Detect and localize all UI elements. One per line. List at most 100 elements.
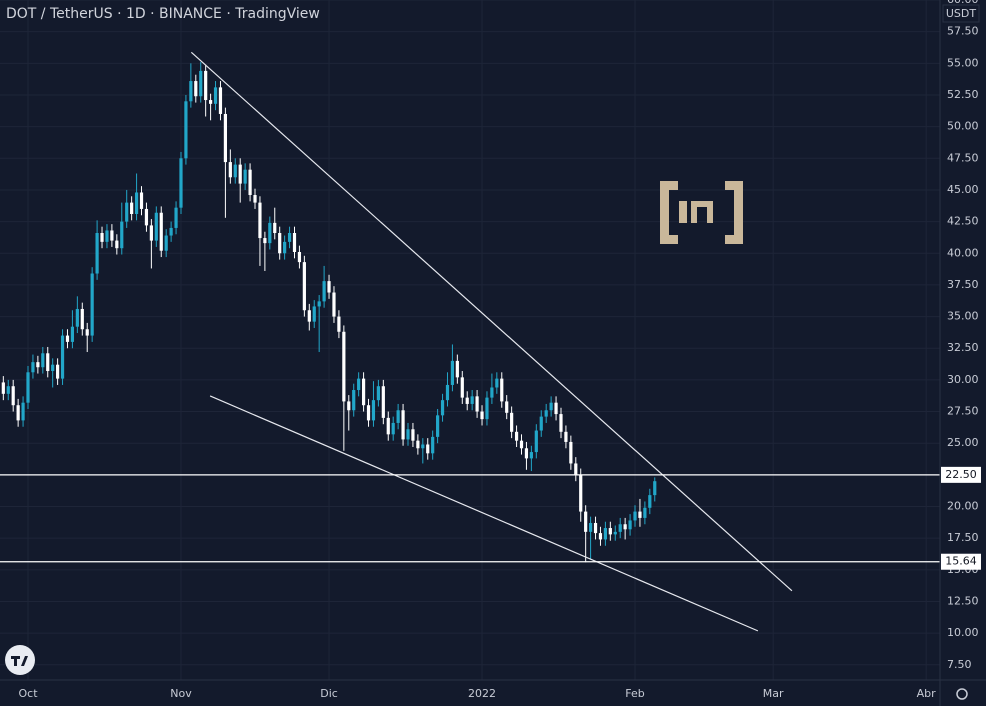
y-tick-label: 47.50 [947,151,979,164]
candle-body [450,360,455,385]
candle-body [273,222,277,233]
candle-body [115,240,119,249]
candle-body [41,353,45,368]
y-tick-label: 42.50 [947,215,979,228]
candle-body [100,232,104,242]
candle-body [593,522,598,534]
candle-body [588,522,593,532]
candle-body [579,474,583,512]
candle-body [36,362,40,368]
candle-body [381,386,385,418]
y-tick-label: 52.50 [947,88,979,101]
candle-body [436,415,440,437]
level-label: 15.64 [945,555,977,568]
candle-body [505,401,509,413]
candle-body [431,436,435,454]
grid [0,0,940,680]
candle-body [628,520,632,530]
candle-body [110,230,114,241]
candle-body [90,273,94,336]
x-tick-label: Abr [917,687,937,700]
y-tick-label: 30.00 [947,373,979,386]
candle-body [268,222,272,244]
candle-body [144,208,149,226]
candle-body [283,241,287,254]
candle-body [120,221,124,249]
x-tick-label: Oct [18,687,38,700]
candle-body [287,232,292,242]
candle-body [218,87,223,114]
candle-body [327,281,331,293]
candle-body [549,402,553,411]
y-tick-label: 50.00 [947,120,979,133]
candle-body [480,411,484,420]
candle-body [519,440,524,449]
candle-body [194,81,198,97]
candle-body [386,417,390,435]
x-tick-label: 2022 [468,687,496,700]
candle-body [396,410,400,423]
candle-body [391,422,395,435]
candle-body [263,238,267,244]
chart-title: DOT / TetherUS · 1D · BINANCE · TradingV… [6,6,320,22]
tv-logo-mark [11,656,28,666]
candle-body [169,227,173,236]
candle-body [26,372,30,403]
candle-body [46,353,50,372]
candle-body [638,511,642,518]
candle-body [16,405,20,421]
candle-body [184,101,188,159]
candle-body [618,524,622,532]
candle-body [633,511,637,521]
candle-body [475,396,479,412]
candle-body [613,531,617,535]
candle-body [574,463,578,475]
candle-body [213,87,218,104]
candle-body [228,162,232,178]
candle-body [139,192,144,209]
candle-body [347,401,351,411]
candle-body [510,412,514,432]
x-tick-label: Dic [320,687,338,700]
candle-body [569,441,573,464]
candle-body [322,281,326,302]
candle-body [643,507,647,518]
candle-body [154,212,158,241]
candle-body [302,262,306,311]
candle-body [174,207,178,228]
candle-body [278,232,282,254]
x-tick-label: Nov [170,687,192,700]
y-tick-label: 35.00 [947,310,979,323]
candle-body [317,301,321,307]
candle-body [490,387,494,398]
candle-body [564,431,568,442]
trend-line [190,51,793,592]
settings-icon[interactable] [956,688,968,700]
drawings [0,51,940,632]
candle-body [485,397,489,420]
candle-body [21,402,25,421]
candle-body [529,452,533,459]
candle-body [524,448,529,459]
gear[interactable] [956,688,968,700]
candle-body [11,386,15,406]
candle-body [559,414,563,432]
candle-body [179,158,183,208]
candle-body [623,524,627,530]
candle-body [495,378,499,388]
tv-logo-circle [5,645,35,675]
candle-body [65,335,70,342]
candle-body [51,364,55,372]
level-label-box [941,466,981,483]
candle-body [460,377,464,398]
y-tick-label: 40.00 [947,246,979,259]
candle-body [243,169,247,184]
candle-body [75,308,79,327]
y-tick-label: 17.50 [947,531,979,544]
candle-body [366,405,371,421]
candle-body [342,331,346,402]
watermark-logo [660,181,743,244]
candle-body [440,400,445,416]
candle-body [401,410,405,440]
